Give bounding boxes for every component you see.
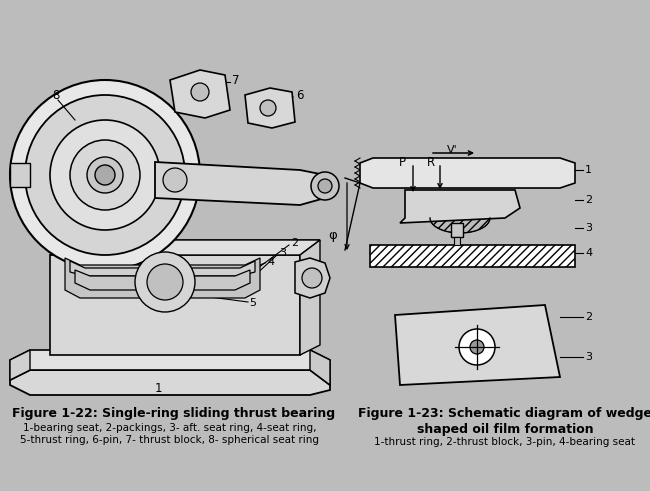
- Text: 3: 3: [585, 223, 592, 233]
- Polygon shape: [10, 350, 30, 380]
- Text: 1: 1: [155, 382, 162, 394]
- Bar: [370, 245, 575, 267]
- Polygon shape: [50, 240, 320, 255]
- Text: 1-thrust ring, 2-thrust block, 3-pin, 4-bearing seat: 1-thrust ring, 2-thrust block, 3-pin, 4-…: [374, 437, 636, 447]
- Circle shape: [147, 264, 183, 300]
- Text: Figure 1-23: Schematic diagram of wedge-: Figure 1-23: Schematic diagram of wedge-: [358, 407, 650, 420]
- Polygon shape: [10, 370, 330, 395]
- Polygon shape: [310, 350, 330, 385]
- Text: 7: 7: [232, 74, 239, 86]
- Circle shape: [10, 80, 200, 270]
- Text: 2: 2: [291, 238, 298, 248]
- Polygon shape: [395, 305, 560, 385]
- Polygon shape: [75, 270, 250, 290]
- Polygon shape: [245, 88, 295, 128]
- Text: φ: φ: [329, 228, 337, 242]
- Circle shape: [470, 340, 484, 354]
- Text: 5: 5: [249, 298, 256, 308]
- Text: Figure 1-22: Single-ring sliding thrust bearing: Figure 1-22: Single-ring sliding thrust …: [12, 407, 335, 420]
- Circle shape: [163, 168, 187, 192]
- Bar: [454, 237, 460, 245]
- Polygon shape: [10, 163, 30, 187]
- Circle shape: [318, 179, 332, 193]
- Circle shape: [191, 83, 209, 101]
- Circle shape: [260, 100, 276, 116]
- Text: 6: 6: [296, 88, 304, 102]
- Polygon shape: [10, 350, 330, 385]
- Circle shape: [135, 252, 195, 312]
- Text: R: R: [427, 157, 435, 169]
- Text: 1: 1: [585, 165, 592, 175]
- Circle shape: [311, 172, 339, 200]
- Text: 4: 4: [267, 257, 274, 267]
- Text: 5-thrust ring, 6-pin, 7- thrust block, 8- spherical seat ring: 5-thrust ring, 6-pin, 7- thrust block, 8…: [21, 435, 320, 445]
- Polygon shape: [155, 162, 325, 205]
- Text: 1-bearing seat, 2-packings, 3- aft. seat ring, 4-seat ring,: 1-bearing seat, 2-packings, 3- aft. seat…: [23, 423, 317, 433]
- Polygon shape: [300, 240, 320, 355]
- Text: 2: 2: [585, 195, 592, 205]
- Bar: [451, 223, 463, 237]
- Circle shape: [50, 120, 160, 230]
- Circle shape: [25, 95, 185, 255]
- Polygon shape: [65, 258, 260, 298]
- Text: 4: 4: [585, 248, 592, 258]
- Circle shape: [302, 268, 322, 288]
- Text: V': V': [447, 145, 458, 155]
- Polygon shape: [50, 255, 300, 355]
- Text: 3: 3: [585, 352, 592, 362]
- Circle shape: [87, 157, 123, 193]
- Text: 8: 8: [52, 88, 59, 102]
- Text: 3: 3: [279, 248, 286, 258]
- Circle shape: [95, 165, 115, 185]
- Polygon shape: [360, 158, 575, 188]
- Polygon shape: [70, 261, 255, 276]
- Polygon shape: [295, 258, 330, 298]
- Polygon shape: [400, 190, 520, 223]
- Text: P: P: [399, 157, 406, 169]
- Polygon shape: [430, 218, 490, 233]
- Text: shaped oil film formation: shaped oil film formation: [417, 423, 593, 436]
- Polygon shape: [170, 70, 230, 118]
- Circle shape: [70, 140, 140, 210]
- Circle shape: [459, 329, 495, 365]
- Polygon shape: [50, 240, 320, 255]
- Text: 2: 2: [585, 312, 592, 322]
